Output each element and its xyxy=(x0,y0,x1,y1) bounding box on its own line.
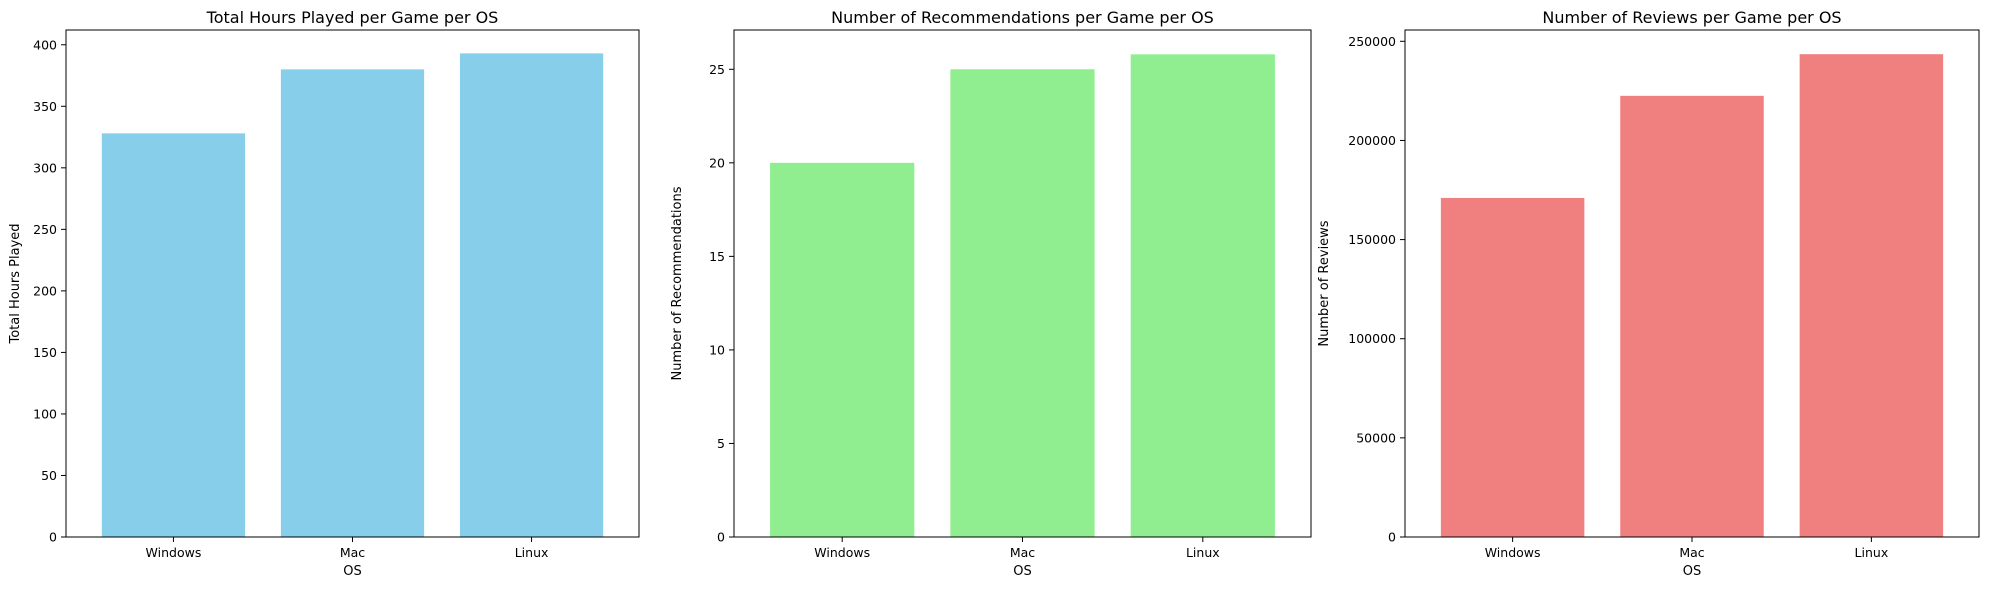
chart-panel-recommendations: Windows Mac Linux 0 5 10 15 20 25 Number of Recom… xyxy=(670,8,1312,579)
x-tick-label: Linux xyxy=(515,545,549,560)
bar-mac xyxy=(280,69,425,538)
y-tick-label: 150 xyxy=(33,345,57,360)
y-tick-label: 50000 xyxy=(1356,430,1396,445)
y-tick-label: 0 xyxy=(717,530,725,545)
y-tick-label: 100 xyxy=(33,406,57,421)
y-tick-label: 10 xyxy=(709,342,725,357)
bar-mac xyxy=(1620,95,1764,537)
x-axis-label: OS xyxy=(1683,564,1701,579)
y-tick-label: 15 xyxy=(709,249,725,264)
chart-panel-hours: Windows Mac Linux 0 50 100 150 200 250 300 350 400 T… xyxy=(8,8,640,579)
y-tick-label: 0 xyxy=(1388,530,1396,545)
bar-linux xyxy=(1130,54,1275,537)
y-tick-label: 350 xyxy=(33,99,57,114)
y-tick-label: 200000 xyxy=(1348,133,1396,148)
bar-windows xyxy=(1440,197,1585,537)
y-tick-label: 250 xyxy=(33,222,57,237)
x-axis-label: OS xyxy=(343,564,361,579)
y-tick-label: 400 xyxy=(33,37,57,52)
chart-title: Total Hours Played per Game per OS xyxy=(206,8,499,27)
x-tick-label: Mac xyxy=(1010,545,1035,560)
y-tick-label: 5 xyxy=(717,436,725,451)
chart-title: Number of Recommendations per Game per O… xyxy=(831,8,1214,27)
x-tick-label: Windows xyxy=(1485,545,1541,560)
y-tick-label: 100000 xyxy=(1348,331,1396,346)
x-tick-label: Mac xyxy=(340,545,365,560)
x-tick-label: Windows xyxy=(814,545,870,560)
x-tick-label: Windows xyxy=(146,545,202,560)
y-axis-label: Number of Recommendations xyxy=(670,186,685,380)
y-tick-label: 20 xyxy=(709,155,725,170)
y-axis-label: Total Hours Played xyxy=(8,223,23,344)
x-tick-label: Mac xyxy=(1679,545,1704,560)
y-tick-label: 150000 xyxy=(1348,232,1396,247)
y-tick-label: 250000 xyxy=(1348,34,1396,49)
x-tick-label: Linux xyxy=(1855,545,1889,560)
y-tick-label: 200 xyxy=(33,283,57,298)
y-tick-label: 50 xyxy=(41,468,57,483)
bar-linux xyxy=(459,53,604,537)
bar-mac xyxy=(950,69,1095,537)
bar-windows xyxy=(101,133,246,537)
chart-title: Number of Reviews per Game per OS xyxy=(1542,8,1841,27)
x-tick-label: Linux xyxy=(1186,545,1220,560)
y-tick-label: 0 xyxy=(49,530,57,545)
x-axis-label: OS xyxy=(1013,564,1031,579)
bar-linux xyxy=(1799,54,1944,538)
y-axis-label: Number of Reviews xyxy=(1317,220,1332,346)
chart-panel-reviews: Windows Mac Linux 0 50000 100000 150000 200000 2… xyxy=(1317,8,1980,579)
y-tick-label: 300 xyxy=(33,160,57,175)
bar-windows xyxy=(770,162,915,537)
y-tick-label: 25 xyxy=(709,62,725,77)
